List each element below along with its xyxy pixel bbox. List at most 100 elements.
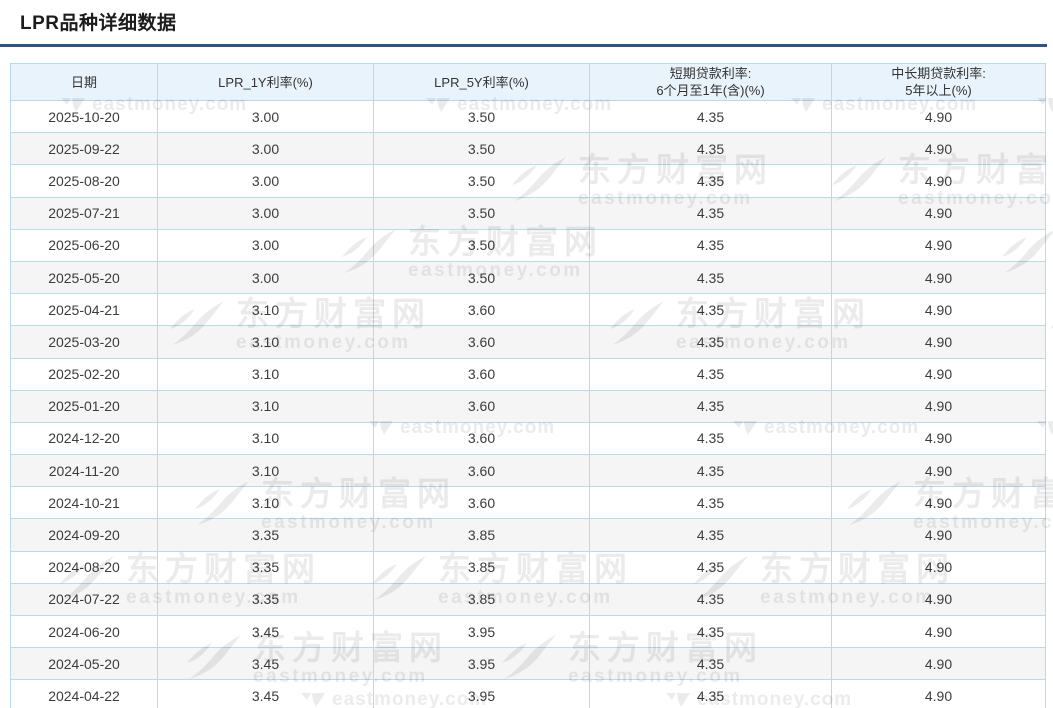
cell-rate: 4.35 (589, 260, 832, 295)
eastmoney-logo-icon (1050, 325, 1053, 345)
cell-rate: 3.10 (157, 389, 374, 423)
cell-rate: 4.90 (831, 486, 1046, 520)
cell-rate: 3.50 (373, 228, 590, 262)
cell-rate: 4.35 (589, 647, 832, 681)
cell-rate: 4.90 (831, 614, 1046, 649)
column-header-short-term: 短期贷款利率: 6个月至1年(含)(%) (589, 63, 832, 101)
cell-rate: 3.10 (157, 357, 374, 391)
column-header-lpr-1y: LPR_1Y利率(%) (157, 63, 374, 101)
cell-rate: 3.10 (157, 454, 374, 488)
cell-rate: 4.35 (589, 550, 832, 584)
cell-date: 2024-09-20 (10, 518, 158, 552)
cell-rate: 4.35 (589, 389, 832, 423)
cell-date: 2024-08-20 (10, 550, 158, 584)
cell-rate: 3.60 (373, 293, 590, 327)
cell-date: 2024-11-20 (10, 454, 158, 488)
cell-rate: 4.90 (831, 132, 1046, 166)
cell-rate: 4.35 (589, 325, 832, 359)
cell-rate: 4.90 (831, 550, 1046, 584)
cell-date: 2025-03-20 (10, 325, 158, 359)
cell-date: 2025-01-20 (10, 389, 158, 423)
cell-rate: 3.60 (373, 357, 590, 391)
cell-date: 2025-09-22 (10, 132, 158, 166)
cell-date: 2025-07-21 (10, 196, 158, 230)
cell-date: 2024-04-22 (10, 679, 158, 708)
table-row: 2024-12-20 3.10 3.60 4.35 4.90 (10, 421, 1046, 456)
cell-date: 2024-12-20 (10, 421, 158, 456)
cell-rate: 3.35 (157, 550, 374, 584)
table-header-row: 日期 LPR_1Y利率(%) LPR_5Y利率(%) 短期贷款利率: 6个月至1年(含… (10, 63, 1046, 101)
cell-rate: 4.35 (589, 132, 832, 166)
table-row: 2025-07-21 3.00 3.50 4.35 4.90 (10, 196, 1046, 230)
cell-rate: 3.50 (373, 99, 590, 134)
table-body: 2025-10-20 3.00 3.50 4.35 4.90 2025-09-22 3.00… (10, 99, 1046, 708)
cell-rate: 3.85 (373, 518, 590, 552)
cell-rate: 3.50 (373, 196, 590, 230)
cell-rate: 4.90 (831, 260, 1046, 295)
cell-rate: 3.95 (373, 647, 590, 681)
cell-rate: 3.35 (157, 518, 374, 552)
cell-rate: 3.85 (373, 550, 590, 584)
cell-rate: 3.00 (157, 132, 374, 166)
cell-rate: 4.90 (831, 518, 1046, 552)
cell-rate: 3.45 (157, 647, 374, 681)
cell-rate: 3.10 (157, 421, 374, 456)
cell-date: 2024-06-20 (10, 614, 158, 649)
table-row: 2024-08-20 3.35 3.85 4.35 4.90 (10, 550, 1046, 584)
cell-rate: 3.00 (157, 164, 374, 198)
cell-rate: 3.00 (157, 228, 374, 262)
cell-rate: 4.90 (831, 325, 1046, 359)
cell-rate: 4.35 (589, 486, 832, 520)
table-row: 2025-09-22 3.00 3.50 4.35 4.90 (10, 132, 1046, 166)
table-row: 2024-05-20 3.45 3.95 4.35 4.90 (10, 647, 1046, 681)
cell-rate: 4.35 (589, 164, 832, 198)
cell-date: 2025-02-20 (10, 357, 158, 391)
cell-rate: 4.35 (589, 454, 832, 488)
cell-rate: 3.85 (373, 582, 590, 617)
table-row: 2025-05-20 3.00 3.50 4.35 4.90 (10, 260, 1046, 295)
cell-rate: 4.35 (589, 679, 832, 708)
lpr-rates-table: 日期 LPR_1Y利率(%) LPR_5Y利率(%) 短期贷款利率: 6个月至1年(含… (10, 63, 1046, 708)
cell-date: 2024-10-21 (10, 486, 158, 520)
cell-rate: 4.35 (589, 421, 832, 456)
cell-rate: 3.10 (157, 486, 374, 520)
cell-rate: 3.50 (373, 164, 590, 198)
cell-rate: 3.60 (373, 454, 590, 488)
cell-rate: 4.90 (831, 293, 1046, 327)
column-header-date: 日期 (10, 63, 158, 101)
cell-rate: 3.35 (157, 582, 374, 617)
column-header-lpr-5y: LPR_5Y利率(%) (373, 63, 590, 101)
cell-rate: 4.35 (589, 99, 832, 134)
cell-rate: 3.10 (157, 325, 374, 359)
cell-rate: 3.00 (157, 196, 374, 230)
cell-rate: 4.90 (831, 196, 1046, 230)
cell-rate: 3.50 (373, 132, 590, 166)
cell-rate: 4.90 (831, 164, 1046, 198)
table-row: 2024-09-20 3.35 3.85 4.35 4.90 (10, 518, 1046, 552)
cell-rate: 4.90 (831, 421, 1046, 456)
table-row: 2024-10-21 3.10 3.60 4.35 4.90 (10, 486, 1046, 520)
cell-date: 2025-04-21 (10, 293, 158, 327)
cell-date: 2025-10-20 (10, 99, 158, 134)
cell-rate: 4.35 (589, 293, 832, 327)
cell-rate: 4.35 (589, 357, 832, 391)
cell-rate: 3.10 (157, 293, 374, 327)
cell-date: 2024-07-22 (10, 582, 158, 617)
cell-rate: 4.90 (831, 582, 1046, 617)
cell-rate: 4.90 (831, 357, 1046, 391)
cell-rate: 4.90 (831, 228, 1046, 262)
cell-rate: 3.00 (157, 99, 374, 134)
cell-rate: 3.60 (373, 421, 590, 456)
cell-rate: 4.90 (831, 647, 1046, 681)
cell-rate: 4.35 (589, 518, 832, 552)
cell-rate: 3.95 (373, 679, 590, 708)
cell-rate: 3.45 (157, 679, 374, 708)
table-row: 2024-11-20 3.10 3.60 4.35 4.90 (10, 454, 1046, 488)
table-row: 2025-10-20 3.00 3.50 4.35 4.90 (10, 99, 1046, 134)
table-header: 日期 LPR_1Y利率(%) LPR_5Y利率(%) 短期贷款利率: 6个月至1年(含… (10, 63, 1046, 101)
cell-rate: 4.35 (589, 196, 832, 230)
cell-rate: 4.35 (589, 614, 832, 649)
cell-rate: 4.90 (831, 679, 1046, 708)
